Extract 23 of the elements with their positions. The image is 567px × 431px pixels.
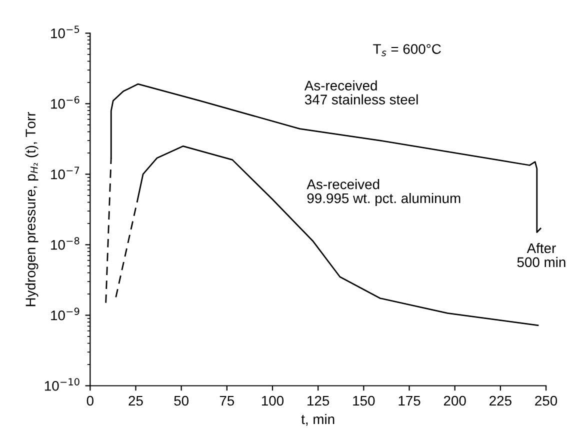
y-tick-label: 10$^{−5}$ (51, 26, 80, 38)
x-tick-label: 150 (353, 396, 375, 406)
x-tick-label: 250 (535, 396, 558, 406)
annotation: T$_{s}$ = 600°C (373, 44, 441, 56)
series-label: As-received 99.995 wt. pct. aluminum (306, 179, 460, 206)
x-tick-label: 175 (398, 396, 420, 406)
x-tick-label: 50 (174, 396, 189, 406)
x-tick-label: 225 (490, 396, 512, 406)
x-tick-label: 125 (308, 396, 330, 406)
x-axis-title: t, min (301, 414, 334, 426)
y-tick-label: 10$^{−6}$ (51, 96, 80, 109)
x-tick-label: 75 (220, 396, 234, 406)
y-tick-label: 10$^{−7}$ (51, 166, 80, 180)
x-tick-label: 25 (128, 396, 143, 406)
x-tick-label: 0 (86, 396, 94, 406)
x-tick-label: 200 (444, 396, 466, 406)
y-axis-title: Hydrogen pressure, p$_{H₂}$ (t), Torr (25, 112, 38, 306)
x-tick-label: 100 (262, 396, 284, 406)
annotation: After 500 min (517, 242, 566, 268)
series-label: As-received 347 stainless steel (304, 80, 418, 104)
y-tick-label: 10$^{−9}$ (51, 308, 80, 320)
y-tick-label: 10$^{−10}$ (44, 378, 80, 391)
y-tick-label: 10$^{−8}$ (51, 237, 80, 250)
